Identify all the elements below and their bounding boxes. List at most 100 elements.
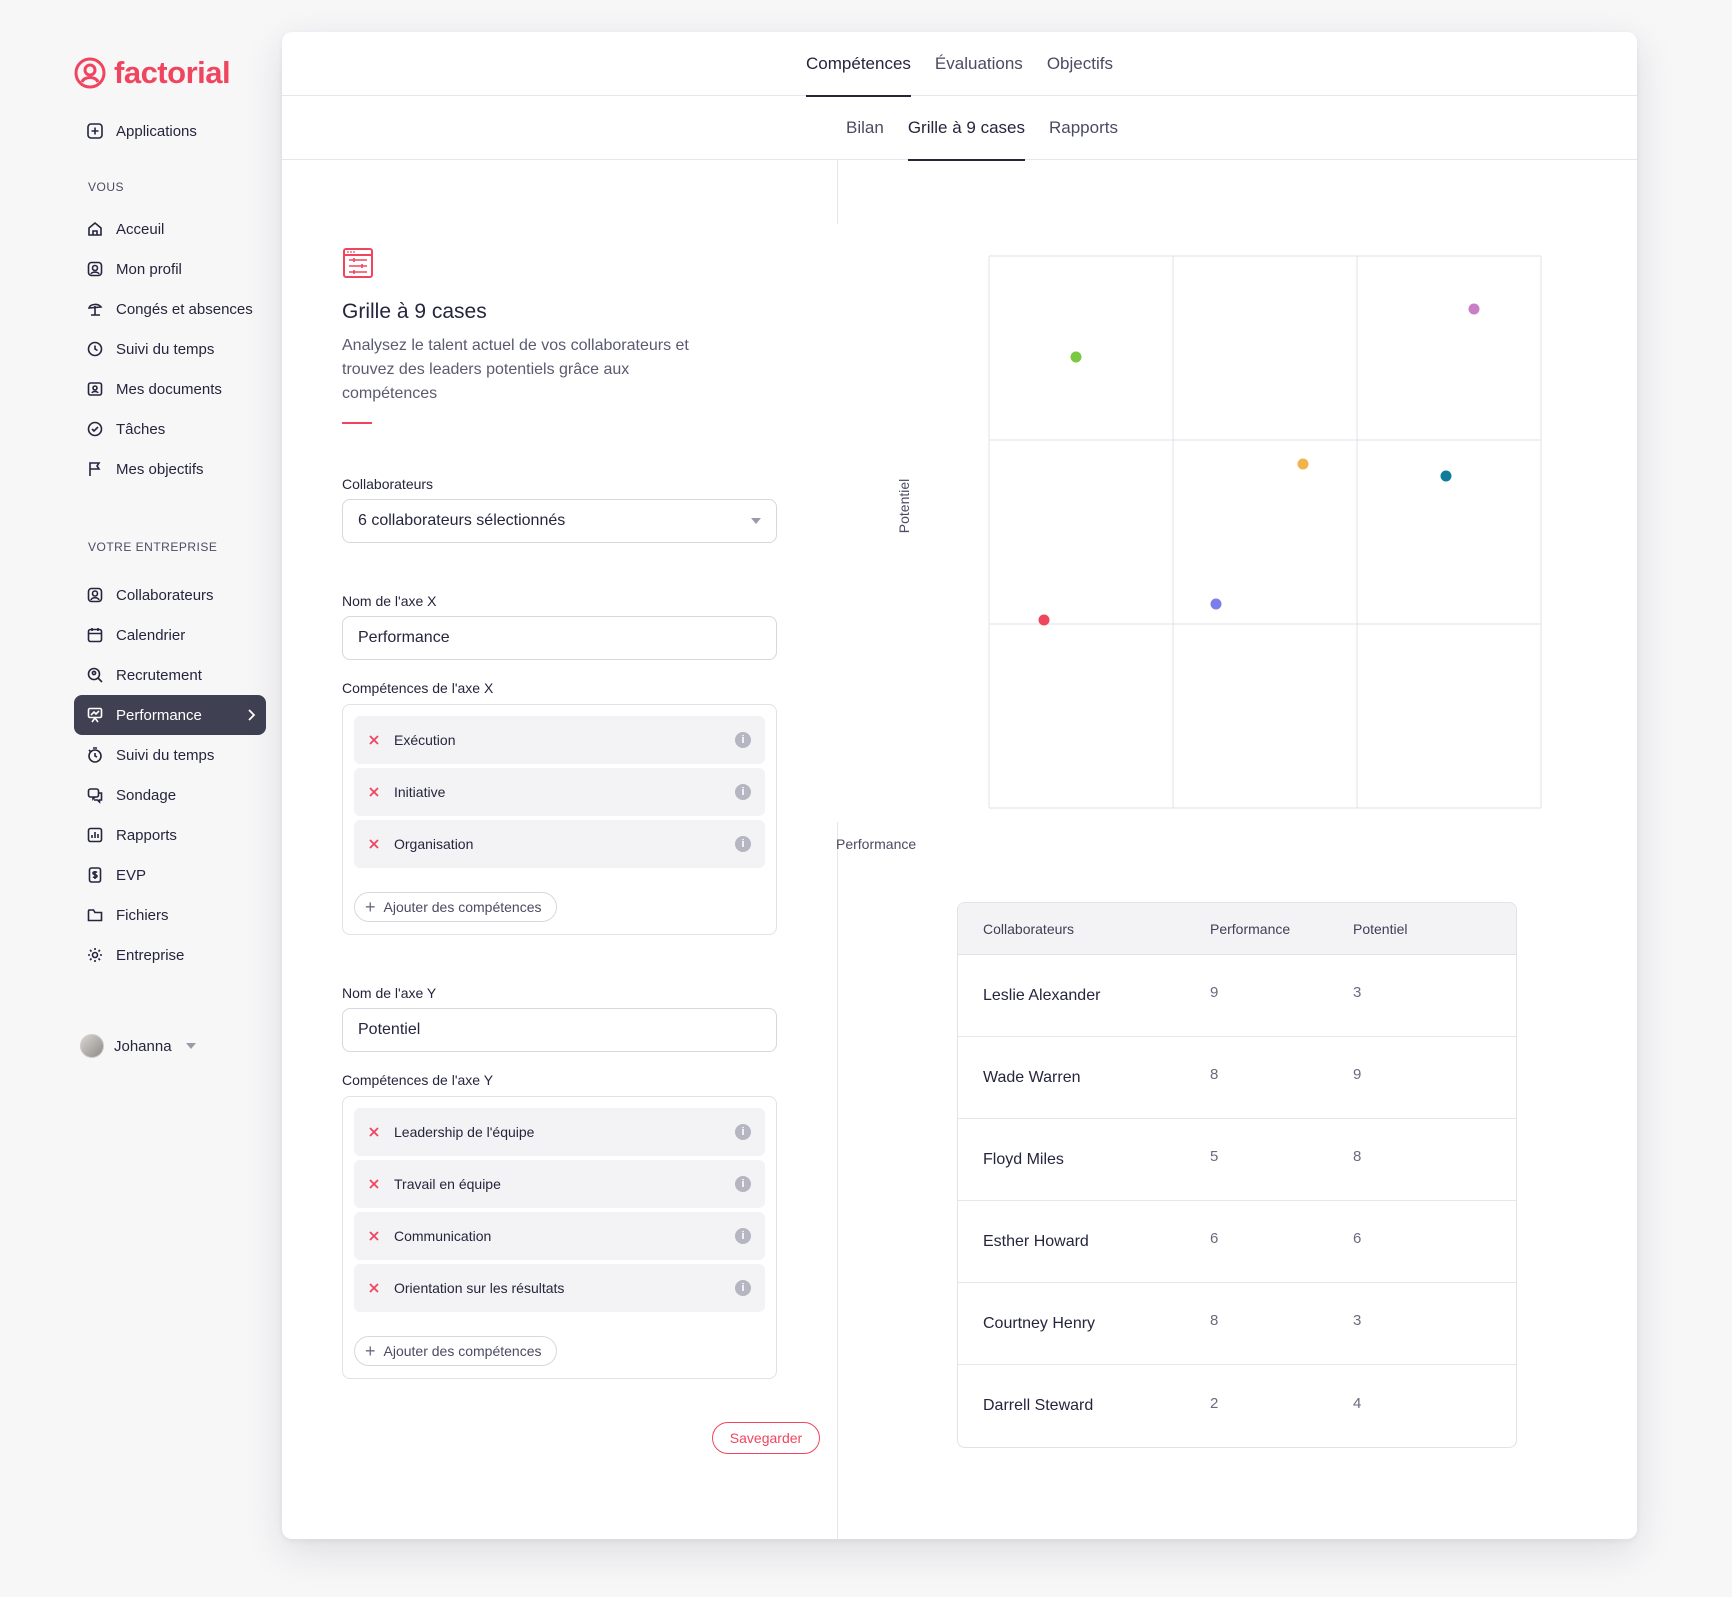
table-row[interactable]: Leslie Alexander 9 3: [958, 955, 1516, 1037]
sidebar-item-mes-documents[interactable]: Mes documents: [74, 369, 266, 409]
sidebar-item-label: Applications: [116, 122, 197, 140]
calendar-icon: [86, 626, 104, 644]
sidebar-item-suivi-du-temps[interactable]: Suivi du temps: [74, 735, 266, 775]
tab-evaluations[interactable]: Évaluations: [934, 54, 1023, 73]
sidebar-item-collaborateurs[interactable]: Collaborateurs: [74, 575, 266, 615]
home-icon: [86, 220, 104, 238]
user-menu[interactable]: Johanna: [80, 1034, 196, 1058]
skill-chip: Orientation sur les résultats i: [354, 1264, 765, 1312]
scatter-point[interactable]: [1297, 458, 1309, 470]
sidebar-item-fichiers[interactable]: Fichiers: [74, 895, 266, 935]
nine-box-chart: Potentiel Performance: [834, 222, 1554, 862]
nine-box-chart-svg: Potentiel Performance: [836, 255, 1542, 852]
close-icon[interactable]: [368, 838, 384, 850]
add-skills-label: Ajouter des compétences: [383, 1343, 542, 1359]
sidebar-item-label: Mes documents: [116, 380, 222, 398]
sidebar-item-calendrier[interactable]: Calendrier: [74, 615, 266, 655]
x-axis-skills-box: Exécution i Initiative i Organisation i + Ajo…: [342, 704, 777, 935]
skill-chip: Initiative i: [354, 768, 765, 816]
scatter-point[interactable]: [1070, 351, 1082, 363]
presentation-icon: [86, 706, 104, 724]
sidebar-item-mon-profil[interactable]: Mon profil: [74, 249, 266, 289]
sidebar-item-label: Fichiers: [116, 906, 169, 924]
avatar: [80, 1034, 104, 1058]
close-icon[interactable]: [368, 1230, 384, 1242]
info-icon[interactable]: i: [735, 1176, 751, 1192]
skill-chip: Leadership de l'équipe i: [354, 1108, 765, 1156]
tab-rapports[interactable]: Rapports: [1049, 118, 1118, 137]
close-icon[interactable]: [368, 1178, 384, 1190]
collaborators-select[interactable]: 6 collaborateurs sélectionnés: [342, 499, 777, 543]
factorial-logo-icon: [74, 57, 106, 89]
skill-chip: Exécution i: [354, 716, 765, 764]
y-axis-name-input[interactable]: Potentiel: [342, 1008, 777, 1052]
sidebar: factorial Applications VOUS Acceuil Mon p…: [0, 0, 280, 1597]
save-button[interactable]: Savegarder: [712, 1422, 820, 1454]
cell-performance: 8: [1210, 1066, 1219, 1083]
x-axis-name-input[interactable]: Performance: [342, 616, 777, 660]
info-icon[interactable]: i: [735, 784, 751, 800]
plus-icon: +: [365, 1341, 376, 1361]
info-icon[interactable]: i: [735, 1228, 751, 1244]
tab-grille[interactable]: Grille à 9 cases: [907, 96, 1026, 161]
factorial-logo[interactable]: factorial: [74, 55, 231, 91]
tab-competences[interactable]: Compétences: [806, 32, 911, 97]
cell-potential: 4: [1353, 1394, 1362, 1412]
sidebar-item-acceuil[interactable]: Acceuil: [74, 209, 266, 249]
sidebar-item-label: Calendrier: [116, 626, 186, 644]
info-icon[interactable]: i: [735, 1280, 751, 1296]
sidebar-item-applications[interactable]: Applications: [74, 111, 266, 151]
add-skills-button-y[interactable]: + Ajouter des compétences: [354, 1336, 557, 1366]
sidebar-item-label: Entreprise: [116, 946, 185, 964]
table-row[interactable]: Floyd Miles 5 8: [958, 1119, 1516, 1201]
cell-performance: 8: [1210, 1312, 1219, 1329]
close-icon[interactable]: [368, 786, 384, 798]
sidebar-item-suivi-du-temps[interactable]: Suivi du temps: [74, 329, 266, 369]
info-icon[interactable]: i: [735, 836, 751, 852]
table-row[interactable]: Esther Howard 6 6: [958, 1201, 1516, 1283]
skill-label: Organisation: [394, 836, 474, 852]
sidebar-item-mes-objectifs[interactable]: Mes objectifs: [74, 449, 266, 489]
page-title: Grille à 9 cases: [342, 300, 487, 323]
section-label-entreprise: VOTRE ENTREPRISE: [88, 540, 218, 554]
tab-bilan[interactable]: Bilan: [846, 118, 884, 137]
scatter-point[interactable]: [1440, 470, 1452, 482]
scatter-point[interactable]: [1468, 303, 1480, 315]
y-axis-label: Potentiel: [896, 479, 912, 533]
skill-label: Exécution: [394, 732, 456, 748]
sidebar-item-label: Congés et absences: [116, 300, 253, 318]
add-skills-button-x[interactable]: + Ajouter des compétences: [354, 892, 557, 922]
sidebar-item-entreprise[interactable]: Entreprise: [74, 935, 266, 975]
scatter-point[interactable]: [1210, 598, 1222, 610]
sidebar-item-sondage[interactable]: Sondage: [74, 775, 266, 815]
info-icon[interactable]: i: [735, 732, 751, 748]
sidebar-item-taches[interactable]: Tâches: [74, 409, 266, 449]
info-icon[interactable]: i: [735, 1124, 751, 1140]
table-row[interactable]: Wade Warren 8 9: [958, 1037, 1516, 1119]
folder-icon: [86, 906, 104, 924]
scatter-point[interactable]: [1038, 614, 1050, 626]
skill-label: Initiative: [394, 784, 446, 800]
nine-box-form: Grille à 9 cases Analysez le talent actu…: [342, 247, 782, 1379]
chat-bubbles-icon: [86, 786, 104, 804]
close-icon[interactable]: [368, 734, 384, 746]
sidebar-item-conges-et-absences[interactable]: Congés et absences: [74, 289, 266, 329]
sidebar-item-label: Rapports: [116, 826, 177, 844]
plus-square-icon: [86, 122, 104, 140]
y-axis-skills-label: Compétences de l'axe Y: [342, 1072, 494, 1088]
divider: [837, 822, 838, 1539]
skill-chip: Communication i: [354, 1212, 765, 1260]
skill-label: Leadership de l'équipe: [394, 1124, 535, 1140]
dollar-doc-icon: [86, 866, 104, 884]
table-row[interactable]: Darrell Steward 2 4: [958, 1365, 1516, 1447]
sidebar-item-label: Collaborateurs: [116, 586, 214, 604]
table-row[interactable]: Courtney Henry 8 3: [958, 1283, 1516, 1365]
sidebar-item-rapports[interactable]: Rapports: [74, 815, 266, 855]
sidebar-item-evp[interactable]: EVP: [74, 855, 266, 895]
close-icon[interactable]: [368, 1126, 384, 1138]
sidebar-item-recrutement[interactable]: Recrutement: [74, 655, 266, 695]
close-icon[interactable]: [368, 1282, 384, 1294]
profile-icon: [86, 260, 104, 278]
sidebar-item-performance[interactable]: Performance: [74, 695, 266, 735]
tab-objectifs[interactable]: Objectifs: [1046, 54, 1113, 73]
